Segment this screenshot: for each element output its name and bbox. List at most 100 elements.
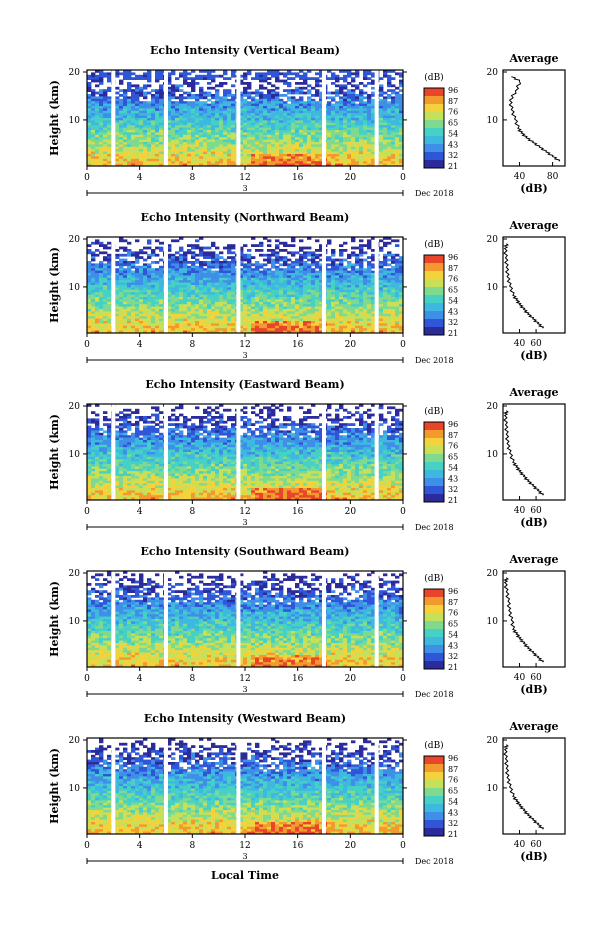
heatmap-cell xyxy=(139,113,143,116)
heatmap-cell xyxy=(211,156,215,159)
heatmap-cell xyxy=(391,311,395,314)
heatmap-cell xyxy=(223,309,227,312)
heatmap-cell xyxy=(263,161,267,164)
heatmap-cell xyxy=(195,96,199,99)
heatmap-cell xyxy=(359,287,363,290)
date-day-label: 3 xyxy=(242,184,247,193)
heatmap-cell xyxy=(331,292,335,295)
heatmap-cell xyxy=(307,149,311,152)
heatmap-cell xyxy=(187,311,191,314)
heatmap-cell xyxy=(187,130,191,133)
heatmap-cell xyxy=(199,111,203,114)
heatmap-cell xyxy=(87,292,91,295)
heatmap-cell xyxy=(355,87,359,90)
heatmap-cell xyxy=(203,77,207,80)
heatmap-cell xyxy=(315,304,319,307)
heatmap-cell xyxy=(99,302,103,305)
heatmap-cell xyxy=(91,149,95,152)
heatmap-cell xyxy=(183,311,187,314)
heatmap-cell xyxy=(159,292,163,295)
heatmap-cell xyxy=(287,147,291,150)
heatmap-cell xyxy=(191,104,195,107)
heatmap-cell xyxy=(195,316,199,319)
heatmap-cell xyxy=(363,314,367,317)
heatmap-cell xyxy=(255,149,259,152)
heatmap-cell xyxy=(135,311,139,314)
heatmap-cell xyxy=(255,132,259,135)
heatmap-cell xyxy=(231,283,235,286)
heatmap-cell xyxy=(243,302,247,305)
heatmap-cell xyxy=(159,123,163,126)
heatmap-cell xyxy=(123,72,127,75)
heatmap-cell xyxy=(283,147,287,150)
heatmap-cell xyxy=(259,314,263,317)
heatmap-cell xyxy=(191,278,195,281)
heatmap-cell xyxy=(251,125,255,128)
heatmap-cell xyxy=(107,266,111,269)
heatmap-cell xyxy=(255,99,259,102)
heatmap-cell xyxy=(283,259,287,262)
heatmap-cell xyxy=(147,144,151,147)
heatmap-cell xyxy=(131,316,135,319)
heatmap-cell xyxy=(255,311,259,314)
heatmap-cell xyxy=(135,314,139,317)
heatmap-cell xyxy=(255,273,259,276)
heatmap-cell xyxy=(387,263,391,266)
heatmap-cell xyxy=(291,287,295,290)
heatmap-cell xyxy=(171,292,175,295)
heatmap-cell xyxy=(275,113,279,116)
heatmap-cell xyxy=(343,309,347,312)
heatmap-cell xyxy=(103,309,107,312)
heatmap-cell xyxy=(243,125,247,128)
heatmap-cell xyxy=(275,266,279,269)
heatmap-cell xyxy=(103,118,107,121)
heatmap-cell xyxy=(263,142,267,145)
heatmap-cell xyxy=(207,283,211,286)
heatmap-cell xyxy=(223,149,227,152)
heatmap-cell xyxy=(327,142,331,145)
heatmap-cell xyxy=(263,159,267,162)
heatmap-cell xyxy=(159,104,163,107)
heatmap-cell xyxy=(255,316,259,319)
heatmap-cell xyxy=(263,273,267,276)
heatmap-cell xyxy=(251,283,255,286)
heatmap-cell xyxy=(359,263,363,266)
heatmap-cell xyxy=(231,292,235,295)
heatmap-cell xyxy=(179,84,183,87)
heatmap-cell xyxy=(303,299,307,302)
heatmap-cell xyxy=(311,309,315,312)
heatmap-cell xyxy=(271,125,275,128)
heatmap-cell xyxy=(103,314,107,317)
heatmap-cell xyxy=(107,280,111,283)
heatmap-cell xyxy=(351,142,355,145)
x-tick-label: 8 xyxy=(189,173,195,183)
heatmap-cell xyxy=(155,314,159,317)
heatmap-cell xyxy=(107,311,111,314)
heatmap-cell xyxy=(315,77,319,80)
heatmap-cell xyxy=(159,113,163,116)
heatmap-cell xyxy=(383,108,387,111)
heatmap-cell xyxy=(211,314,215,317)
heatmap-cell xyxy=(359,99,363,102)
heatmap-cell xyxy=(187,149,191,152)
heatmap-cell xyxy=(251,244,255,247)
heatmap-cell xyxy=(147,285,151,288)
heatmap-cell xyxy=(207,159,211,162)
heatmap-cell xyxy=(127,144,131,147)
heatmap-cell xyxy=(383,261,387,264)
heatmap-cell xyxy=(135,118,139,121)
heatmap-cell xyxy=(311,142,315,145)
heatmap-cell xyxy=(215,159,219,162)
heatmap-cell xyxy=(147,128,151,131)
heatmap-cell xyxy=(331,123,335,126)
heatmap-cell xyxy=(351,130,355,133)
heatmap-cell xyxy=(107,273,111,276)
heatmap-cell xyxy=(207,287,211,290)
heatmap-cell xyxy=(147,116,151,119)
heatmap-cell xyxy=(127,152,131,155)
heatmap-cell xyxy=(143,108,147,111)
heatmap-cell xyxy=(271,99,275,102)
heatmap-cell xyxy=(279,116,283,119)
heatmap-cell xyxy=(331,77,335,80)
heatmap-cell xyxy=(187,278,191,281)
